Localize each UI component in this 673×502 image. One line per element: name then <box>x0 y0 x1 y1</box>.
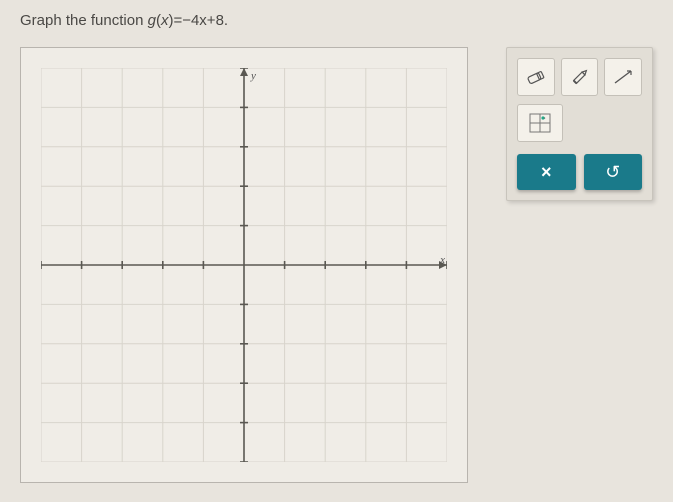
question-prefix: Graph the function <box>20 12 148 29</box>
eraser-icon <box>525 68 547 86</box>
pencil-icon <box>569 68 591 86</box>
graph-canvas[interactable]: y x <box>41 68 447 462</box>
graph-panel: y x <box>20 47 468 483</box>
eraser-tool[interactable] <box>517 58 555 96</box>
question-suffix: . <box>224 12 228 29</box>
point-grid-tool[interactable]: x <box>517 104 563 142</box>
point-grid-icon: x <box>528 112 552 134</box>
y-axis-label: y <box>251 70 256 82</box>
tool-row-2: x <box>517 104 642 142</box>
function-rhs: −4x+8 <box>182 12 224 29</box>
undo-button[interactable]: ↺ <box>584 154 643 190</box>
tool-row-1 <box>517 58 642 96</box>
question-text: Graph the function g(x)=−4x+8. <box>20 12 653 29</box>
clear-button[interactable]: × <box>517 154 576 190</box>
line-icon <box>612 68 634 86</box>
function-name: g <box>148 12 156 29</box>
function-arg: x <box>161 12 169 29</box>
action-row: × ↺ <box>517 154 642 190</box>
x-axis-label: x <box>440 254 445 266</box>
svg-text:x: x <box>544 115 546 120</box>
line-tool[interactable] <box>604 58 642 96</box>
tool-panel: x × ↺ <box>506 47 653 201</box>
pencil-tool[interactable] <box>561 58 599 96</box>
graph-grid-svg <box>41 68 447 462</box>
clear-icon: × <box>541 162 552 183</box>
equals: = <box>173 12 182 29</box>
undo-icon: ↺ <box>605 162 620 183</box>
